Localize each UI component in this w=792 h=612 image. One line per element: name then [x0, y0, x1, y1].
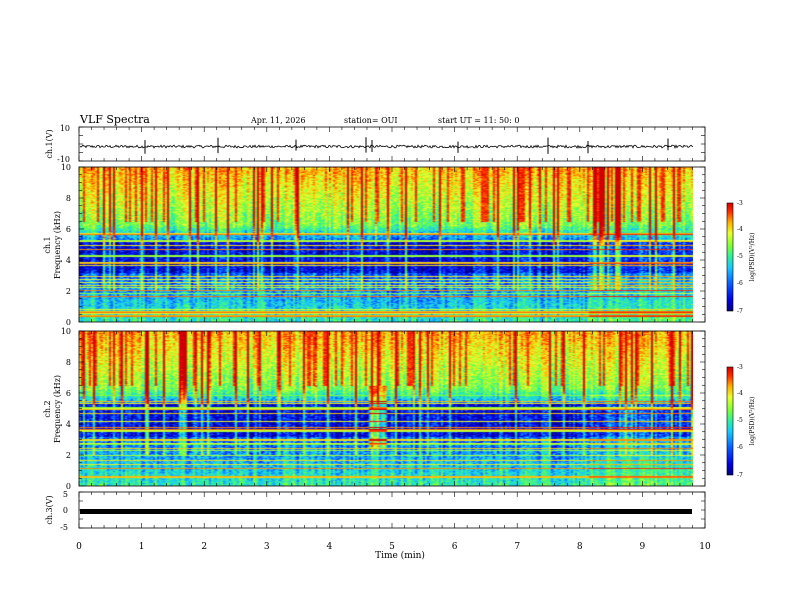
ch2-ytick-2: 2 — [66, 451, 71, 460]
ch2-freq-axis: 0 2 4 6 8 10 — [61, 327, 71, 491]
axis-tickmarks — [78, 126, 706, 529]
xtick-9: 9 — [640, 542, 646, 552]
ch2-ytick-6: 6 — [66, 389, 71, 398]
ch2-spec-ylabel-freq: Frequency (kHz) — [53, 375, 62, 443]
cb2-tick-m6: -6 — [737, 444, 743, 451]
ch1-spec-ylabel-channel: ch.1 — [43, 236, 52, 253]
cb1-tick-m5: -5 — [737, 253, 743, 260]
cb1-tick-m7: -7 — [737, 308, 743, 315]
time-axis: 0 1 2 3 4 5 6 7 8 9 10 Time (min) — [76, 542, 711, 561]
cb2-label: log(PSD)(V²/Hz) — [749, 397, 756, 446]
cb2-tick-m3: -3 — [737, 364, 743, 371]
ch1-spectrogram-image — [79, 167, 693, 322]
ch3-ytick-mid: 0 — [63, 506, 68, 515]
ch1-ytick-bottom: -10 — [57, 155, 70, 164]
cb1-label: log(PSD)(V²/Hz) — [749, 233, 756, 282]
ch1-ytick-2: 2 — [66, 287, 71, 296]
ch1-ytick-6: 6 — [66, 225, 71, 234]
ch1-spec-ylabel-freq: Frequency (kHz) — [53, 211, 62, 279]
ch1-ytick-4: 4 — [66, 256, 71, 265]
ch1-ytick-8: 8 — [66, 194, 71, 203]
ch2-ytick-10: 10 — [61, 327, 71, 336]
ch2-spectrogram-image — [79, 331, 693, 486]
cb1-tick-m6: -6 — [737, 280, 743, 287]
ch2-colorbar: -3 -4 -5 -6 -7 log(PSD)(V²/Hz) — [726, 364, 756, 479]
xtick-2: 2 — [201, 542, 207, 552]
ch1-waveform-panel: 10 -10 ch.1(V) — [45, 124, 706, 164]
xtick-8: 8 — [577, 542, 583, 552]
ch3-waveform-line — [80, 509, 692, 514]
xtick-6: 6 — [452, 542, 458, 552]
ch1-colorbar: -3 -4 -5 -6 -7 log(PSD)(V²/Hz) — [726, 200, 756, 315]
date-label: Apr. 11, 2026 — [250, 116, 306, 125]
ch3-waveform-panel: 5 0 -5 ch.3(V) — [45, 490, 706, 532]
xtick-1: 1 — [139, 542, 145, 552]
cb1-tick-m3: -3 — [737, 200, 743, 207]
ch1-freq-axis: 0 2 4 6 8 10 — [61, 163, 71, 327]
ch1-spikes — [144, 137, 669, 154]
ch1-ytick-0: 0 — [66, 318, 71, 327]
station-label: station= OUI — [344, 116, 398, 125]
cb1-tick-m4: -4 — [737, 226, 743, 233]
ch1-spectrogram-panel: 0 2 4 6 8 10 ch.1 Frequency (kHz) — [43, 163, 706, 327]
ch3-ylabel: ch.3(V) — [45, 495, 54, 524]
xaxis-label: Time (min) — [375, 550, 425, 561]
xtick-5: 5 — [389, 542, 395, 552]
ch2-ytick-0: 0 — [66, 482, 71, 491]
ch3-ytick-bottom: -5 — [60, 523, 68, 532]
cb2-tick-m4: -4 — [737, 390, 743, 397]
xtick-3: 3 — [264, 542, 270, 552]
ch1-waveform-line — [79, 144, 694, 149]
ch1-ylabel: ch.1(V) — [45, 129, 54, 158]
xtick-4: 4 — [327, 542, 333, 552]
figure-title: VLF Spectra — [79, 113, 150, 126]
ch2-ytick-8: 8 — [66, 358, 71, 367]
xtick-7: 7 — [514, 542, 520, 552]
xtick-10: 10 — [699, 542, 711, 552]
ch3-ytick-top: 5 — [63, 490, 68, 499]
ch2-spectrogram-panel: 0 2 4 6 8 10 ch.2 Frequency (kHz) — [43, 327, 706, 491]
cb2-tick-m5: -5 — [737, 417, 743, 424]
ch2-ytick-4: 4 — [66, 420, 71, 429]
ch1-ytick-top: 10 — [60, 124, 70, 133]
ch2-spec-ylabel-channel: ch.2 — [43, 400, 52, 417]
xtick-0: 0 — [76, 542, 82, 552]
ch1-ytick-10: 10 — [61, 163, 71, 172]
cb2-tick-m7: -7 — [737, 472, 743, 479]
start-time-label: start UT = 11: 50: 0 — [438, 116, 519, 125]
